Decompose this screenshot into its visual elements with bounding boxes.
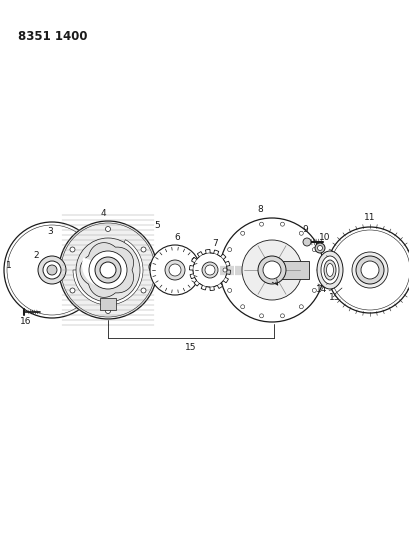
Bar bbox=[297, 261, 317, 279]
Circle shape bbox=[150, 245, 200, 295]
Circle shape bbox=[280, 222, 284, 226]
Circle shape bbox=[164, 260, 184, 280]
Text: 8: 8 bbox=[256, 205, 262, 214]
Circle shape bbox=[259, 222, 263, 226]
Circle shape bbox=[202, 262, 218, 278]
Circle shape bbox=[70, 288, 75, 293]
Circle shape bbox=[105, 227, 110, 231]
Text: 10: 10 bbox=[319, 233, 330, 243]
Circle shape bbox=[38, 256, 66, 284]
Ellipse shape bbox=[320, 256, 338, 284]
Circle shape bbox=[299, 305, 303, 309]
Text: 14: 14 bbox=[315, 286, 327, 295]
Text: 1: 1 bbox=[6, 261, 12, 270]
Wedge shape bbox=[73, 240, 143, 305]
Circle shape bbox=[259, 314, 263, 318]
Text: 5: 5 bbox=[154, 222, 160, 230]
Ellipse shape bbox=[316, 251, 342, 289]
Circle shape bbox=[141, 288, 146, 293]
Circle shape bbox=[152, 264, 157, 270]
Text: 16: 16 bbox=[20, 318, 31, 327]
Text: 3: 3 bbox=[47, 228, 53, 237]
Circle shape bbox=[314, 243, 324, 253]
Circle shape bbox=[241, 240, 301, 300]
Circle shape bbox=[59, 221, 157, 319]
Circle shape bbox=[76, 238, 139, 302]
Circle shape bbox=[326, 227, 409, 313]
Circle shape bbox=[105, 309, 110, 313]
Text: 11: 11 bbox=[363, 213, 375, 222]
Text: 4: 4 bbox=[100, 208, 106, 217]
Text: 12: 12 bbox=[375, 261, 387, 270]
Bar bbox=[100, 298, 116, 310]
Circle shape bbox=[359, 260, 379, 280]
Text: 6: 6 bbox=[174, 232, 180, 241]
Circle shape bbox=[302, 238, 310, 246]
Circle shape bbox=[141, 247, 146, 252]
Text: 7: 7 bbox=[211, 239, 217, 248]
Wedge shape bbox=[82, 257, 123, 287]
Ellipse shape bbox=[323, 260, 335, 280]
Circle shape bbox=[204, 265, 214, 275]
Text: 13: 13 bbox=[328, 293, 340, 302]
Circle shape bbox=[169, 264, 180, 276]
Circle shape bbox=[240, 305, 244, 309]
Circle shape bbox=[43, 261, 61, 279]
Circle shape bbox=[240, 231, 244, 235]
Circle shape bbox=[262, 261, 280, 279]
Circle shape bbox=[220, 218, 323, 322]
Circle shape bbox=[351, 252, 387, 288]
Text: 9: 9 bbox=[301, 224, 307, 233]
Text: 15: 15 bbox=[185, 343, 196, 351]
Circle shape bbox=[148, 261, 161, 273]
Circle shape bbox=[257, 256, 285, 284]
Circle shape bbox=[312, 288, 316, 293]
Circle shape bbox=[70, 247, 75, 252]
Text: 2: 2 bbox=[33, 252, 39, 261]
Ellipse shape bbox=[326, 263, 333, 277]
Circle shape bbox=[280, 314, 284, 318]
Circle shape bbox=[47, 265, 57, 275]
Circle shape bbox=[312, 248, 316, 252]
Text: 8351 1400: 8351 1400 bbox=[18, 30, 87, 43]
Polygon shape bbox=[80, 243, 133, 297]
Circle shape bbox=[317, 246, 322, 251]
Circle shape bbox=[355, 256, 383, 284]
Circle shape bbox=[89, 251, 127, 289]
Bar bbox=[220, 265, 297, 274]
Circle shape bbox=[222, 268, 227, 272]
Circle shape bbox=[316, 268, 320, 272]
Polygon shape bbox=[189, 249, 230, 290]
Bar bbox=[280, 261, 308, 279]
Circle shape bbox=[95, 257, 121, 283]
Circle shape bbox=[4, 222, 100, 318]
Circle shape bbox=[227, 248, 231, 252]
Circle shape bbox=[299, 231, 303, 235]
Circle shape bbox=[227, 288, 231, 293]
Circle shape bbox=[360, 261, 378, 279]
Circle shape bbox=[100, 262, 116, 278]
